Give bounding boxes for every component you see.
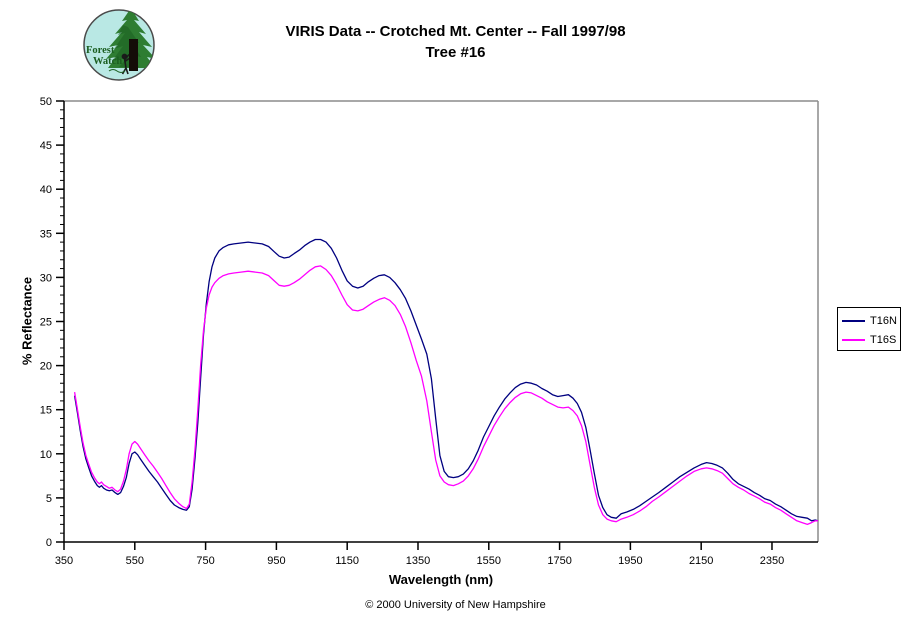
x-tick-label: 950	[267, 555, 285, 567]
tree-icon	[106, 10, 154, 75]
chart-title-block: VIRIS Data -- Crotched Mt. Center -- Fal…	[0, 21, 911, 63]
chart-title-line2: Tree #16	[425, 44, 486, 61]
legend-label: T16N	[870, 314, 897, 327]
chart-title-line1: VIRIS Data -- Crotched Mt. Center -- Fal…	[285, 23, 626, 40]
x-tick-label: 1750	[547, 555, 571, 567]
x-tick-label: 2350	[760, 555, 784, 567]
copyright-text: © 2000 University of New Hampshire	[365, 599, 546, 611]
x-tick-label: 1350	[406, 555, 430, 567]
logo-text-line1: Forest	[86, 45, 115, 56]
y-tick-label: 50	[40, 96, 52, 108]
forest-watch-logo: Forest Watch	[83, 9, 155, 81]
y-tick-label: 0	[46, 537, 52, 549]
tree-foliage-shadow	[112, 25, 141, 67]
x-axis-title: Wavelength (nm)	[388, 572, 494, 587]
y-tick-label: 15	[40, 405, 52, 417]
legend-item-T16N: T16N	[842, 313, 897, 328]
y-tick-label: 20	[40, 361, 52, 373]
x-tick-label: 550	[126, 555, 144, 567]
y-tick-label: 35	[40, 228, 52, 240]
x-tick-label: 1550	[477, 555, 501, 567]
series-line-T16N	[73, 238, 819, 522]
x-tick-label: 350	[55, 555, 73, 567]
x-tick-label: 1150	[335, 555, 359, 567]
y-tick-label: 25	[40, 317, 52, 329]
y-tick-label: 30	[40, 272, 52, 284]
legend-line-swatch	[842, 319, 865, 322]
tree-trunk	[129, 39, 138, 71]
grass-decoration	[108, 69, 126, 73]
series-line-T16S	[73, 265, 818, 526]
legend-label: T16S	[870, 333, 897, 346]
x-tick-label: 750	[196, 555, 214, 567]
y-tick-label: 5	[46, 493, 52, 505]
y-tick-label: 45	[40, 140, 52, 152]
y-tick-label: 40	[40, 184, 52, 196]
logo-text-line2: Watch	[93, 56, 122, 67]
x-tick-label: 2150	[689, 555, 713, 567]
x-tick-label: 1950	[618, 555, 642, 567]
legend: T16N T16S	[837, 307, 901, 351]
legend-item-T16S: T16S	[842, 332, 896, 347]
y-tick-label: 10	[40, 449, 52, 461]
y-axis-title: % Reflectance	[19, 276, 35, 366]
legend-line-swatch	[842, 338, 865, 341]
